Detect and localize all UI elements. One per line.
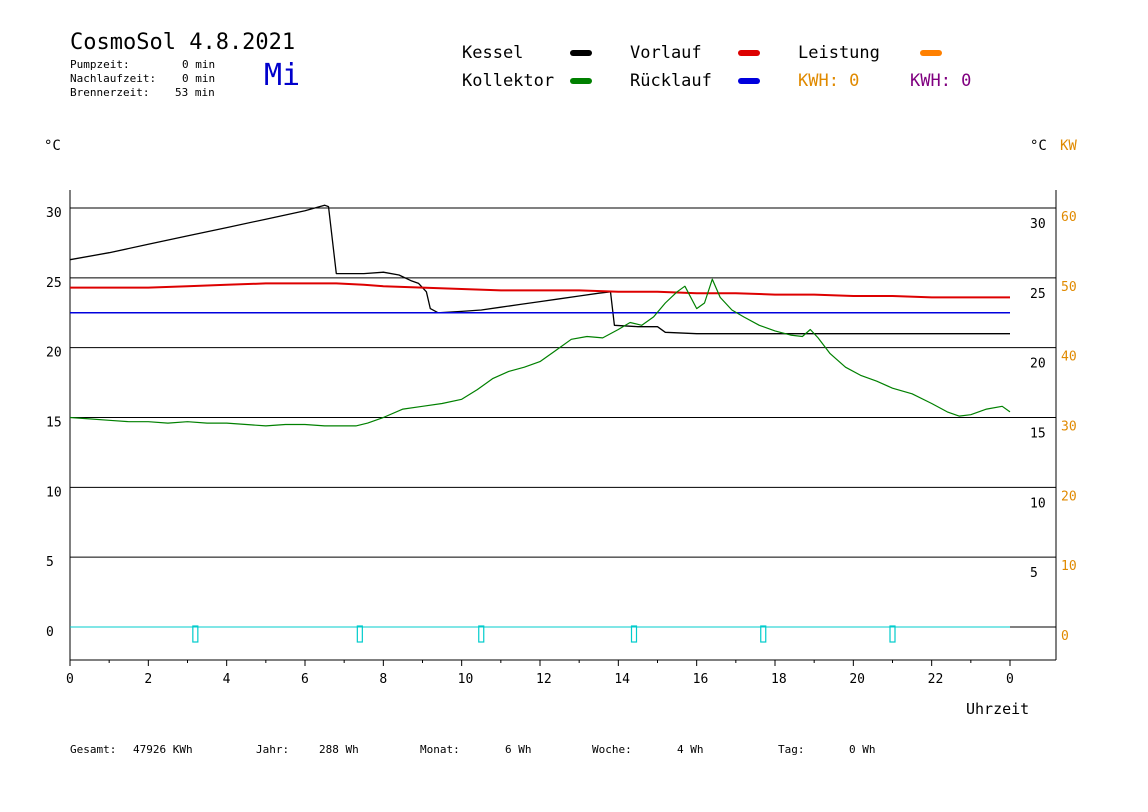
y-kw-tick-label: 40 xyxy=(1061,350,1077,365)
legend-vorlauf-label: Vorlauf xyxy=(630,43,702,63)
y-right-tick-label: 15 xyxy=(1030,427,1046,442)
y-kw-tick-label: 30 xyxy=(1061,420,1077,435)
stat-nachlaufzeit-label: Nachlaufzeit: xyxy=(70,72,157,85)
footer-monat-value: 6 Wh xyxy=(505,743,532,756)
legend-leistung-label: Leistung xyxy=(798,43,880,63)
stat-pumpzeit-value: 0 min xyxy=(182,58,216,71)
x-tick-label: 6 xyxy=(301,672,309,687)
legend-leistung-swatch xyxy=(920,50,942,56)
y-right-tick-label: 10 xyxy=(1030,496,1046,511)
stat-brennerzeit-label: Brennerzeit: xyxy=(70,86,150,99)
footer-gesamt-value: 47926 KWh xyxy=(133,743,193,756)
legend-ruecklauf-swatch xyxy=(738,78,760,84)
right-axis-unit: °C xyxy=(1030,138,1047,154)
stat-brennerzeit-value: 53 min xyxy=(175,86,215,99)
stat-nachlaufzeit-value: 0 min xyxy=(182,72,216,85)
legend-kwh-purple: KWH: 0 xyxy=(910,71,972,91)
legend-vorlauf-swatch xyxy=(738,50,760,56)
pump-marker xyxy=(356,625,363,643)
x-tick-label: 16 xyxy=(693,672,709,687)
legend-kollektor-swatch xyxy=(570,78,592,84)
x-tick-label: 2 xyxy=(144,672,152,687)
x-tick-label: 14 xyxy=(614,672,630,687)
y-right-tick-label: 30 xyxy=(1030,217,1046,232)
x-tick-label: 8 xyxy=(379,672,387,687)
legend-ruecklauf-label: Rücklauf xyxy=(630,71,712,91)
legend-kessel-label: Kessel xyxy=(462,43,524,63)
x-tick-label: 4 xyxy=(223,672,231,687)
y-kw-tick-label: 10 xyxy=(1061,559,1077,574)
series-line-kollektor xyxy=(69,278,1011,427)
y-kw-tick-label: 50 xyxy=(1061,280,1077,295)
footer-jahr-value: 288 Wh xyxy=(319,743,359,756)
y-left-tick-label: 10 xyxy=(46,485,62,500)
footer-monat-label: Monat: xyxy=(420,743,460,756)
y-left-tick-label: 25 xyxy=(46,276,62,291)
y-right-tick-label: 5 xyxy=(1030,566,1038,581)
x-tick-label: 18 xyxy=(771,672,787,687)
y-left-tick-label: 5 xyxy=(46,555,54,570)
chart-title: CosmoSol 4.8.2021 xyxy=(70,30,296,55)
x-tick-label: 22 xyxy=(928,672,944,687)
footer-tag-label: Tag: xyxy=(778,743,805,756)
y-right-tick-label: 20 xyxy=(1030,357,1046,372)
x-tick-label: 12 xyxy=(536,672,552,687)
series-line-kessel xyxy=(69,204,1010,335)
y-kw-tick-label: 20 xyxy=(1061,489,1077,504)
pump-marker xyxy=(760,625,767,643)
legend-kwh-orange: KWH: 0 xyxy=(798,71,860,91)
x-tick-label: 0 xyxy=(66,672,74,687)
x-tick-label: 20 xyxy=(849,672,865,687)
y-right-tick-label: 25 xyxy=(1030,287,1046,302)
y-kw-tick-label: 60 xyxy=(1061,210,1077,225)
x-axis-label: Uhrzeit xyxy=(966,700,1030,718)
weekday-label: Mi xyxy=(264,58,301,93)
series-line-vorlauf xyxy=(70,282,1010,299)
pump-marker xyxy=(630,625,638,643)
pump-marker xyxy=(889,625,896,643)
y-kw-tick-label: 0 xyxy=(1061,629,1069,644)
x-tick-label: 10 xyxy=(458,672,474,687)
left-axis-unit: °C xyxy=(44,138,61,154)
footer-gesamt-label: Gesamt: xyxy=(70,743,117,756)
y-left-tick-label: 15 xyxy=(46,416,62,431)
footer-woche-label: Woche: xyxy=(592,743,632,756)
footer-jahr-label: Jahr: xyxy=(256,743,290,756)
kw-axis-unit: KW xyxy=(1060,138,1077,154)
footer-tag-value: 0 Wh xyxy=(849,743,876,756)
legend-kessel-swatch xyxy=(570,50,592,56)
stat-pumpzeit-label: Pumpzeit: xyxy=(70,58,130,71)
legend-kollektor-label: Kollektor xyxy=(462,71,555,91)
y-left-tick-label: 0 xyxy=(46,625,54,640)
pump-marker xyxy=(478,625,485,643)
y-left-tick-label: 20 xyxy=(46,346,62,361)
pump-marker xyxy=(192,625,199,643)
x-tick-label: 0 xyxy=(1006,672,1014,687)
footer-woche-value: 4 Wh xyxy=(677,743,704,756)
y-left-tick-label: 30 xyxy=(46,206,62,221)
